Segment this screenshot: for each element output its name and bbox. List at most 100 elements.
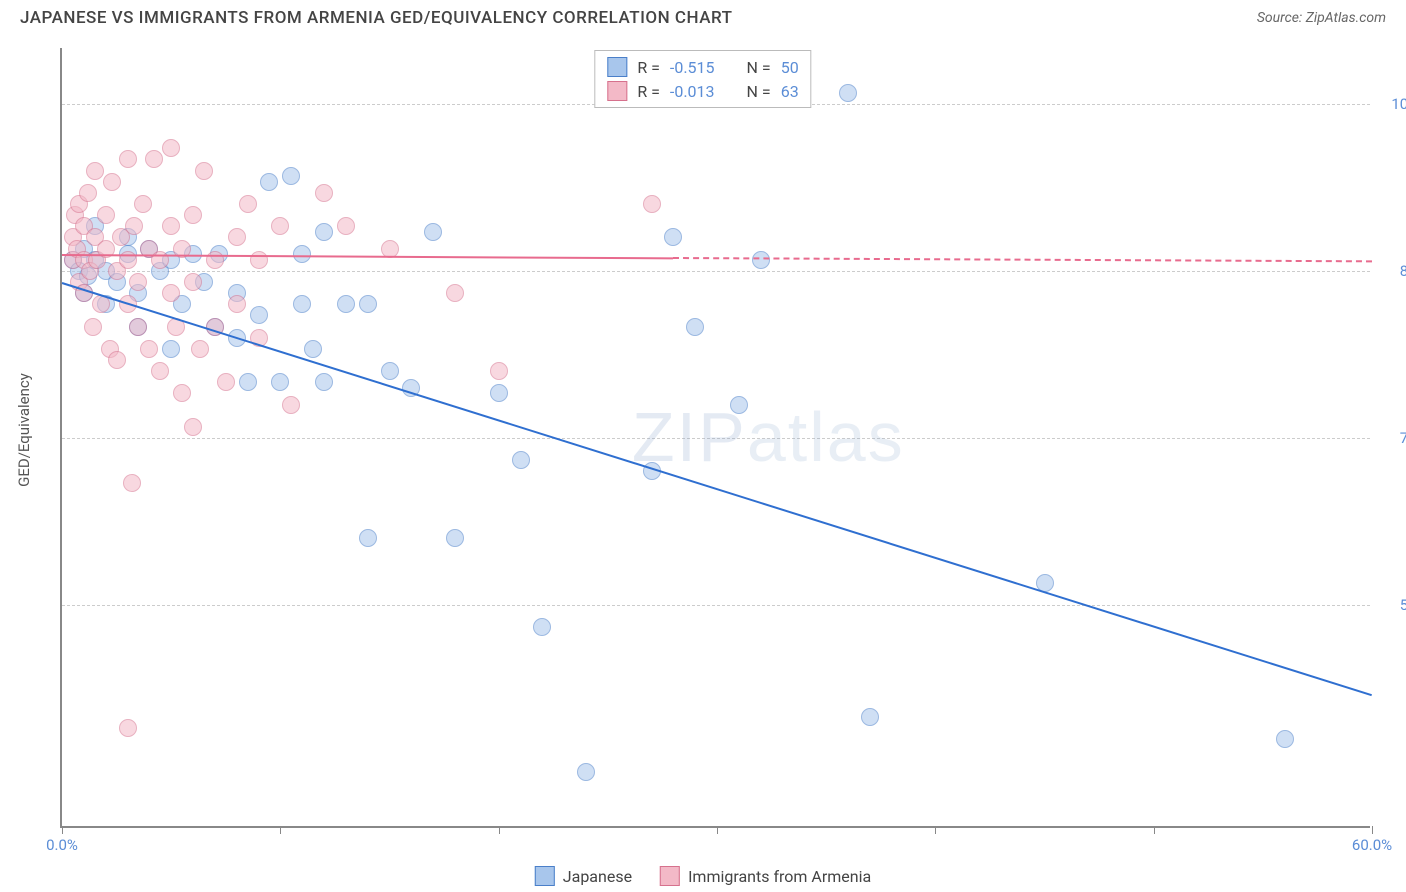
data-point-japanese xyxy=(664,228,682,246)
gridline xyxy=(62,271,1370,272)
n-value-1: 63 xyxy=(781,82,799,101)
data-point-japanese xyxy=(533,618,551,636)
x-tick-label: 60.0% xyxy=(1352,836,1392,854)
data-point-japanese xyxy=(239,373,257,391)
data-point-japanese xyxy=(490,384,508,402)
data-point-armenia xyxy=(282,396,300,414)
y-tick-label: 55.0% xyxy=(1380,596,1406,614)
data-point-armenia xyxy=(228,295,246,313)
data-point-armenia xyxy=(119,719,137,737)
data-point-japanese xyxy=(282,167,300,185)
x-tick-label: 0.0% xyxy=(46,836,78,854)
data-point-armenia xyxy=(315,184,333,202)
data-point-japanese xyxy=(730,396,748,414)
data-point-armenia xyxy=(129,318,147,336)
data-point-japanese xyxy=(250,306,268,324)
legend-item-armenia: Immigrants from Armenia xyxy=(660,866,871,886)
source-name: ZipAtlas.com xyxy=(1306,10,1386,26)
data-point-japanese xyxy=(260,173,278,191)
data-point-armenia xyxy=(125,217,143,235)
data-point-japanese xyxy=(686,318,704,336)
legend-item-japanese: Japanese xyxy=(535,866,632,886)
r-value-1: -0.013 xyxy=(670,82,715,101)
data-point-armenia xyxy=(79,184,97,202)
data-point-armenia xyxy=(97,206,115,224)
data-point-japanese xyxy=(359,529,377,547)
data-point-armenia xyxy=(490,362,508,380)
data-point-japanese xyxy=(359,295,377,313)
data-point-armenia xyxy=(151,362,169,380)
data-point-armenia xyxy=(103,173,121,191)
trend-line-dash-armenia xyxy=(673,257,1372,262)
data-point-armenia xyxy=(145,150,163,168)
x-tick xyxy=(280,826,281,834)
data-point-japanese xyxy=(315,223,333,241)
swatch-armenia-bottom xyxy=(660,866,680,886)
data-point-armenia xyxy=(140,340,158,358)
data-point-armenia xyxy=(84,318,102,336)
data-point-japanese xyxy=(304,340,322,358)
watermark-thin: atlas xyxy=(747,398,905,476)
y-tick-label: 70.0% xyxy=(1380,429,1406,447)
chart-header: JAPANESE VS IMMIGRANTS FROM ARMENIA GED/… xyxy=(0,0,1406,32)
chart-plot-area: ZIPatlas 55.0%70.0%85.0%100.0%0.0%60.0% xyxy=(60,48,1370,828)
r-value-0: -0.515 xyxy=(670,58,715,77)
data-point-armenia xyxy=(134,195,152,213)
data-point-armenia xyxy=(337,217,355,235)
x-tick xyxy=(935,826,936,834)
data-point-armenia xyxy=(86,162,104,180)
data-point-japanese xyxy=(271,373,289,391)
r-label-0: R = xyxy=(637,58,660,77)
data-point-armenia xyxy=(250,251,268,269)
swatch-armenia xyxy=(607,81,627,101)
data-point-armenia xyxy=(228,228,246,246)
n-label-1: N = xyxy=(747,82,771,101)
data-point-armenia xyxy=(123,474,141,492)
data-point-armenia xyxy=(191,340,209,358)
data-point-japanese xyxy=(315,373,333,391)
data-point-armenia xyxy=(184,273,202,291)
correlation-legend: R = -0.515 N = 50 R = -0.013 N = 63 xyxy=(594,50,811,108)
legend-row-japanese: R = -0.515 N = 50 xyxy=(607,55,798,79)
source-attribution: Source: ZipAtlas.com xyxy=(1257,10,1386,26)
x-tick xyxy=(499,826,500,834)
n-value-0: 50 xyxy=(781,58,799,77)
series-legend: Japanese Immigrants from Armenia xyxy=(535,866,871,886)
data-point-japanese xyxy=(577,763,595,781)
swatch-japanese xyxy=(607,57,627,77)
r-label-1: R = xyxy=(637,82,660,101)
data-point-armenia xyxy=(643,195,661,213)
data-point-armenia xyxy=(162,284,180,302)
data-point-japanese xyxy=(861,708,879,726)
data-point-armenia xyxy=(119,150,137,168)
data-point-japanese xyxy=(839,84,857,102)
y-tick-label: 100.0% xyxy=(1380,95,1406,113)
data-point-armenia xyxy=(206,251,224,269)
legend-label-0: Japanese xyxy=(563,867,632,886)
n-label-0: N = xyxy=(747,58,771,77)
data-point-japanese xyxy=(1276,730,1294,748)
data-point-japanese xyxy=(381,362,399,380)
watermark: ZIPatlas xyxy=(632,397,905,477)
data-point-armenia xyxy=(162,139,180,157)
data-point-japanese xyxy=(512,451,530,469)
data-point-armenia xyxy=(271,217,289,235)
data-point-armenia xyxy=(162,217,180,235)
data-point-japanese xyxy=(293,245,311,263)
data-point-japanese xyxy=(162,340,180,358)
swatch-japanese-bottom xyxy=(535,866,555,886)
data-point-japanese xyxy=(424,223,442,241)
gridline xyxy=(62,438,1370,439)
x-tick xyxy=(62,826,63,834)
x-tick xyxy=(1154,826,1155,834)
data-point-armenia xyxy=(129,273,147,291)
gridline xyxy=(62,605,1370,606)
data-point-japanese xyxy=(337,295,355,313)
data-point-armenia xyxy=(108,351,126,369)
x-tick xyxy=(717,826,718,834)
legend-label-1: Immigrants from Armenia xyxy=(688,867,871,886)
data-point-armenia xyxy=(239,195,257,213)
data-point-japanese xyxy=(752,251,770,269)
chart-title: JAPANESE VS IMMIGRANTS FROM ARMENIA GED/… xyxy=(20,8,732,28)
x-tick xyxy=(1372,826,1373,834)
